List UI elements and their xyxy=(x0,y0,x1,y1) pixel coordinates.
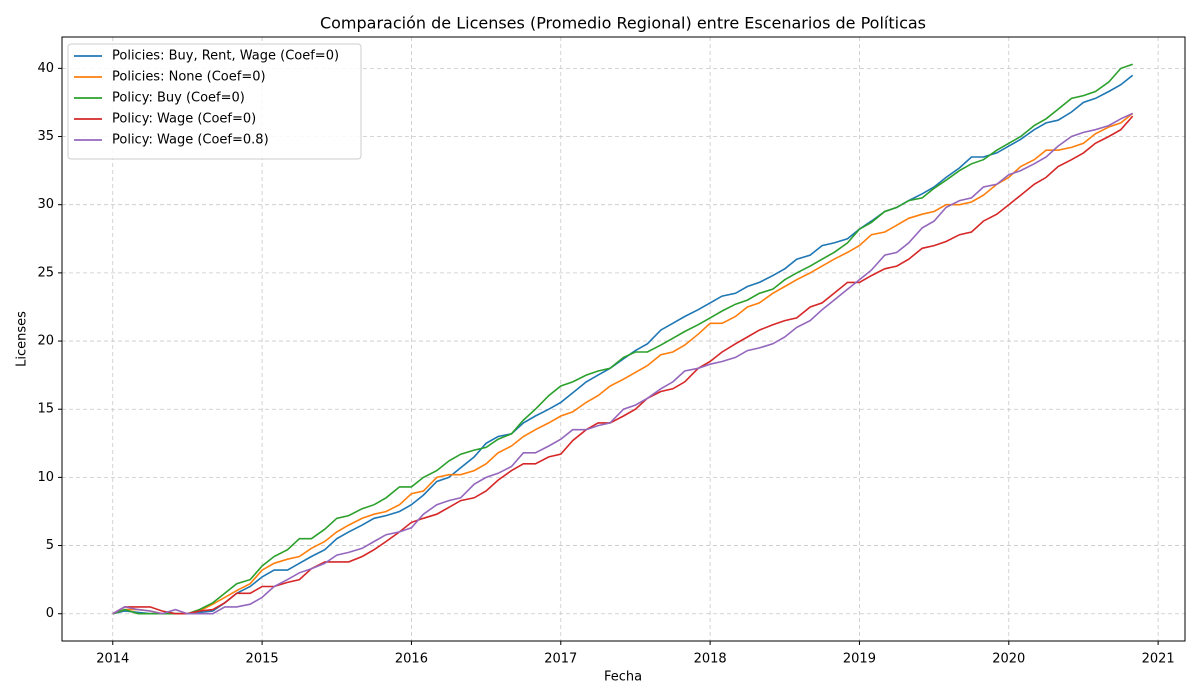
plot-frame xyxy=(61,36,1186,642)
y-tick-label: 0 xyxy=(46,606,54,621)
x-tick-label: 2019 xyxy=(843,652,876,667)
legend-box xyxy=(67,43,362,160)
y-tick-label: 5 xyxy=(46,538,54,553)
y-tick-label: 40 xyxy=(37,61,54,76)
legend: Policies: Buy, Rent, Wage (Coef=0) Polici… xyxy=(67,43,362,160)
series-line xyxy=(112,112,1134,615)
y-tick-label: 20 xyxy=(37,334,54,349)
x-tick-label: 2020 xyxy=(992,652,1025,667)
y-tick-label: 25 xyxy=(37,265,54,280)
y-tick-label: 10 xyxy=(37,470,54,485)
x-tick-label: 2017 xyxy=(544,652,577,667)
series-line xyxy=(112,63,1133,615)
chart-title: Comparación de Licenses (Promedio Region… xyxy=(320,14,926,33)
legend-label: Policy: Buy (Coef=0) xyxy=(112,91,245,106)
legend-label: Policy: Wage (Coef=0.8) xyxy=(112,133,269,148)
series-line xyxy=(112,115,1134,615)
series-line xyxy=(112,74,1134,615)
y-tick-label: 35 xyxy=(37,129,54,144)
x-tick-label: 2015 xyxy=(246,652,279,667)
y-tick-label: 15 xyxy=(37,402,54,417)
legend-label: Policies: Buy, Rent, Wage (Coef=0) xyxy=(112,49,339,64)
x-tick-label: 2016 xyxy=(395,652,428,667)
x-tick-label: 2021 xyxy=(1142,652,1175,667)
y-tick-label: 30 xyxy=(37,197,54,212)
x-tick-label: 2014 xyxy=(96,652,129,667)
x-axis-label: Fecha xyxy=(604,670,642,685)
x-tick-label: 2018 xyxy=(694,652,727,667)
series-line xyxy=(112,112,1134,615)
legend-label: Policies: None (Coef=0) xyxy=(112,70,266,85)
legend-label: Policy: Wage (Coef=0) xyxy=(112,112,256,127)
y-axis-label: Licenses xyxy=(15,311,30,367)
